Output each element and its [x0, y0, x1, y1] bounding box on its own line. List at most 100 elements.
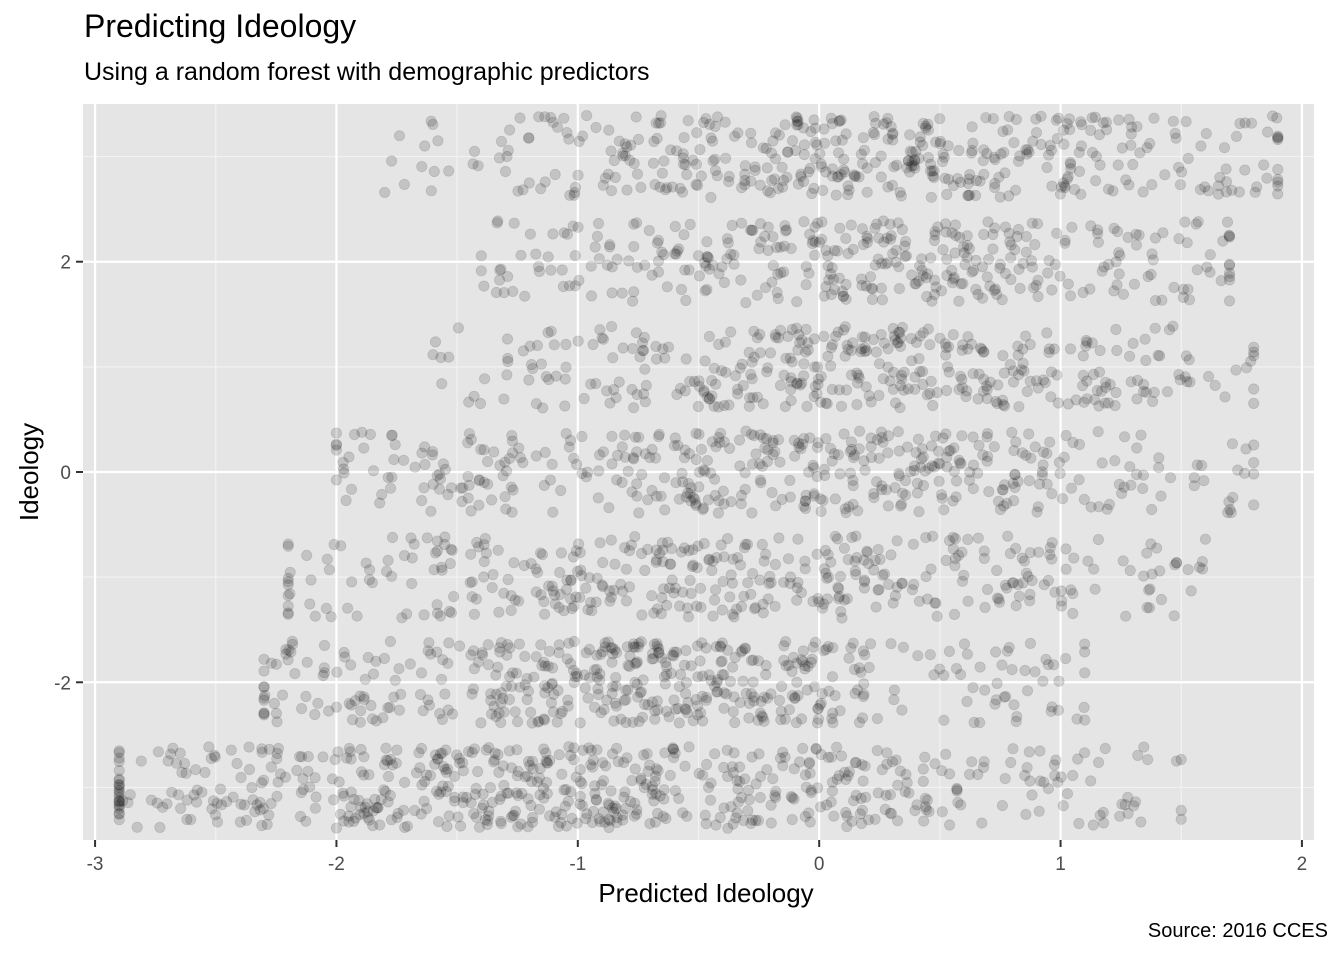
- data-point: [1094, 159, 1106, 171]
- data-point: [670, 145, 683, 157]
- data-point: [775, 714, 787, 726]
- data-point: [188, 789, 200, 801]
- data-point: [754, 791, 766, 804]
- data-point: [310, 791, 322, 803]
- data-point: [726, 577, 739, 589]
- data-point: [557, 280, 570, 293]
- data-point: [652, 266, 665, 278]
- data-point: [730, 603, 743, 615]
- data-point: [1146, 568, 1158, 580]
- data-point: [746, 373, 758, 385]
- data-point: [812, 703, 824, 715]
- data-point: [779, 119, 791, 131]
- data-point: [675, 283, 688, 295]
- data-point: [981, 392, 993, 405]
- data-point: [1054, 270, 1066, 282]
- data-point: [786, 323, 798, 336]
- data-point: [268, 697, 280, 710]
- data-point: [382, 471, 394, 484]
- data-point: [466, 688, 478, 700]
- data-point: [1155, 490, 1167, 502]
- data-point: [358, 691, 370, 703]
- data-point: [386, 471, 398, 483]
- data-point: [514, 452, 527, 464]
- data-point: [685, 495, 697, 507]
- data-point: [254, 796, 266, 809]
- data-point: [539, 660, 551, 672]
- data-point: [754, 218, 767, 230]
- data-point: [523, 177, 535, 189]
- data-point: [1022, 144, 1034, 156]
- data-point: [498, 706, 510, 718]
- data-point: [786, 665, 798, 678]
- data-point: [1086, 337, 1098, 349]
- data-point: [844, 467, 857, 479]
- data-point: [1127, 337, 1139, 349]
- data-point: [1037, 446, 1050, 458]
- data-point: [603, 124, 615, 136]
- data-point: [113, 779, 125, 791]
- data-point: [1041, 327, 1053, 339]
- data-point: [695, 443, 708, 455]
- data-point: [358, 751, 370, 763]
- data-point: [603, 585, 616, 597]
- data-point: [1124, 564, 1136, 577]
- data-point: [1161, 386, 1174, 398]
- data-point: [712, 674, 724, 686]
- data-point: [858, 582, 871, 594]
- data-point: [482, 659, 495, 671]
- data-point: [849, 555, 861, 567]
- data-point: [362, 651, 374, 664]
- data-point: [113, 794, 125, 807]
- data-point: [779, 225, 792, 237]
- data-point: [804, 162, 816, 175]
- data-point: [279, 771, 292, 783]
- data-point: [586, 761, 599, 773]
- data-point: [770, 500, 782, 512]
- data-point: [283, 644, 295, 656]
- data-point: [326, 773, 339, 785]
- data-point: [701, 236, 713, 248]
- data-point: [572, 335, 584, 347]
- data-point: [1100, 116, 1113, 128]
- data-point: [900, 768, 912, 781]
- data-point: [346, 576, 358, 588]
- data-point: [439, 463, 451, 475]
- data-point: [650, 353, 663, 365]
- data-point: [1065, 584, 1077, 596]
- data-point: [485, 694, 497, 707]
- data-point: [788, 793, 800, 805]
- data-point: [351, 610, 363, 622]
- data-point: [631, 804, 643, 816]
- data-point: [418, 441, 431, 453]
- data-point: [662, 341, 675, 353]
- data-point: [466, 591, 478, 603]
- data-point: [513, 638, 526, 650]
- data-point: [1138, 385, 1150, 398]
- data-point: [886, 756, 899, 768]
- data-point: [834, 222, 846, 234]
- y-tick-label: 2: [60, 253, 71, 274]
- data-point: [485, 688, 497, 700]
- data-point: [888, 694, 900, 706]
- data-point: [753, 748, 765, 760]
- data-point: [919, 792, 931, 805]
- data-point: [505, 811, 517, 823]
- data-point: [364, 428, 376, 440]
- data-point: [527, 362, 539, 375]
- data-point: [1045, 366, 1058, 378]
- data-point: [791, 582, 803, 594]
- data-point: [728, 258, 740, 270]
- data-point: [737, 675, 749, 687]
- data-point: [917, 479, 930, 492]
- data-point: [743, 392, 756, 404]
- data-point: [756, 460, 768, 472]
- data-point: [690, 427, 702, 439]
- data-point: [1082, 555, 1094, 567]
- data-point: [1048, 659, 1060, 671]
- data-point: [585, 759, 597, 771]
- data-point: [934, 135, 947, 148]
- data-point: [1154, 350, 1166, 362]
- data-point: [948, 271, 960, 284]
- data-point: [725, 569, 737, 581]
